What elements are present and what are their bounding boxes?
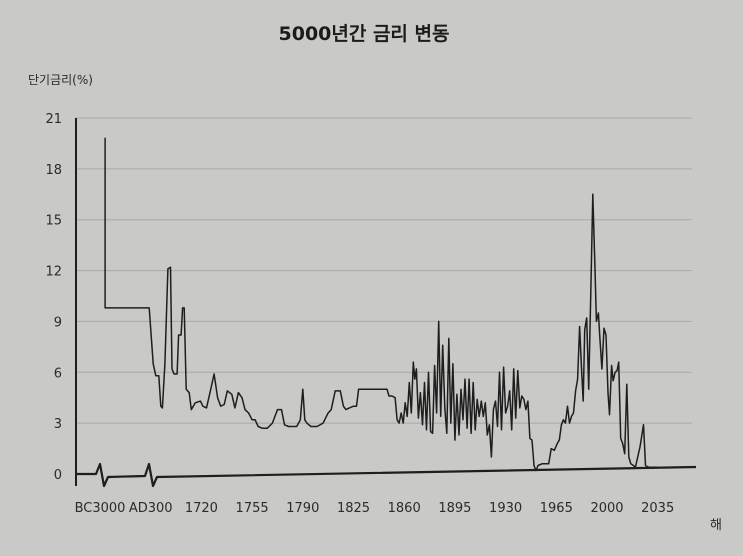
chart-title: 5000년간 금리 변동 [279,23,450,45]
y-tick-label: 0 [54,468,62,483]
y-tick-label: 15 [45,214,62,229]
y-tick-labels: 0 3 6 9 12 15 18 21 [45,112,62,483]
x-tick-label: 2000 [590,501,623,516]
x-tick-label: 1895 [438,501,471,516]
x-tick-label: 1930 [489,501,522,516]
x-tick-label: 1790 [286,501,319,516]
x-tick-labels: BC3000 AD300 1720 1755 1790 1825 1860 1895 1930 1… [75,501,675,516]
y-tick-label: 9 [54,315,62,330]
x-tick-label: 1860 [388,501,421,516]
series-line-0 [104,137,659,472]
y-tick-label: 18 [45,163,62,178]
x-tick-label: 1755 [236,501,269,516]
y-tick-label: 3 [54,417,62,432]
x-tick-label: 2035 [641,501,674,516]
x-tick-label: BC3000 [75,501,126,516]
y-axis-label: 단기금리(%) [28,73,93,87]
x-tick-label: 1720 [185,501,218,516]
x-axis-line [76,462,697,488]
x-tick-label: 1825 [337,501,370,516]
y-tick-label: 12 [45,265,62,280]
series-layer [104,137,659,472]
axes [75,118,697,488]
y-tick-label: 21 [45,112,62,127]
x-tick-label: 1965 [540,501,573,516]
x-tick-label: AD300 [129,501,173,516]
y-tick-label: 6 [54,366,62,381]
x-axis-label: 해 [710,518,722,533]
gridlines [76,117,692,424]
